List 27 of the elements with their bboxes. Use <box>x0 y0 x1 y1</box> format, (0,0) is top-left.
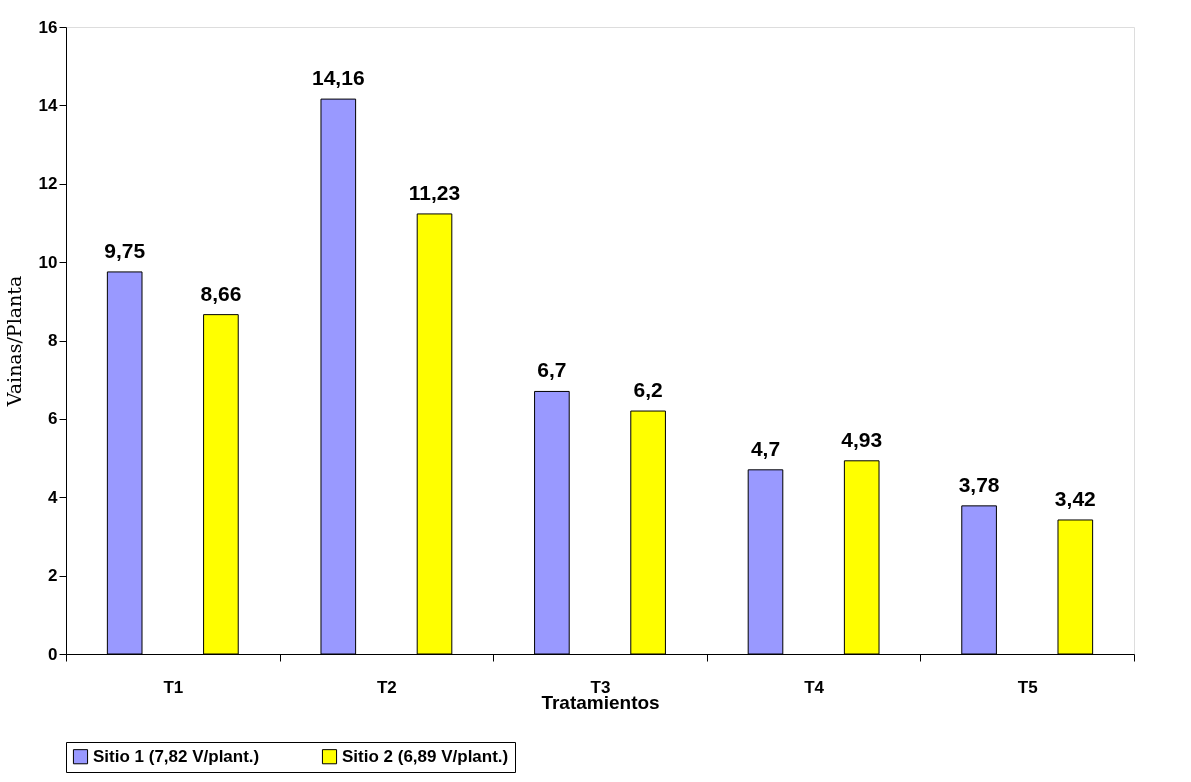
data-label: 9,75 <box>104 238 146 262</box>
x-tick-label: T1 <box>163 677 184 697</box>
data-label: 14,16 <box>312 66 365 90</box>
y-tick-label: 8 <box>48 331 58 350</box>
data-label: 3,42 <box>1054 486 1096 510</box>
data-label: 8,66 <box>200 281 242 305</box>
x-tick-label: T3 <box>590 677 611 697</box>
x-tick-label: T5 <box>1017 677 1038 697</box>
data-label: 3,78 <box>958 472 1000 496</box>
y-tick-label: 16 <box>38 17 58 37</box>
y-tick-label: 4 <box>48 487 59 507</box>
y-tick-label: 10 <box>38 252 58 272</box>
y-tick-label: 14 <box>38 95 59 115</box>
data-label: 6,7 <box>537 358 567 382</box>
legend-label: Sitio 1 (7,82 V/plant.) <box>93 746 260 766</box>
y-axis-title: Vainas/Planta <box>2 275 25 408</box>
data-label: 6,2 <box>633 378 663 402</box>
data-label: 11,23 <box>408 180 461 204</box>
data-label: 4,7 <box>750 436 781 460</box>
y-tick-label: 2 <box>48 566 58 586</box>
y-tick-label: 12 <box>38 174 58 194</box>
data-label: 4,93 <box>841 427 883 451</box>
y-tick-label: 6 <box>48 409 58 429</box>
x-tick-label: T4 <box>804 677 825 697</box>
y-tick-label: 0 <box>48 644 58 664</box>
x-tick-label: T2 <box>376 677 397 697</box>
legend-label: Sitio 2 (6,89 V/plant.) <box>342 746 509 766</box>
